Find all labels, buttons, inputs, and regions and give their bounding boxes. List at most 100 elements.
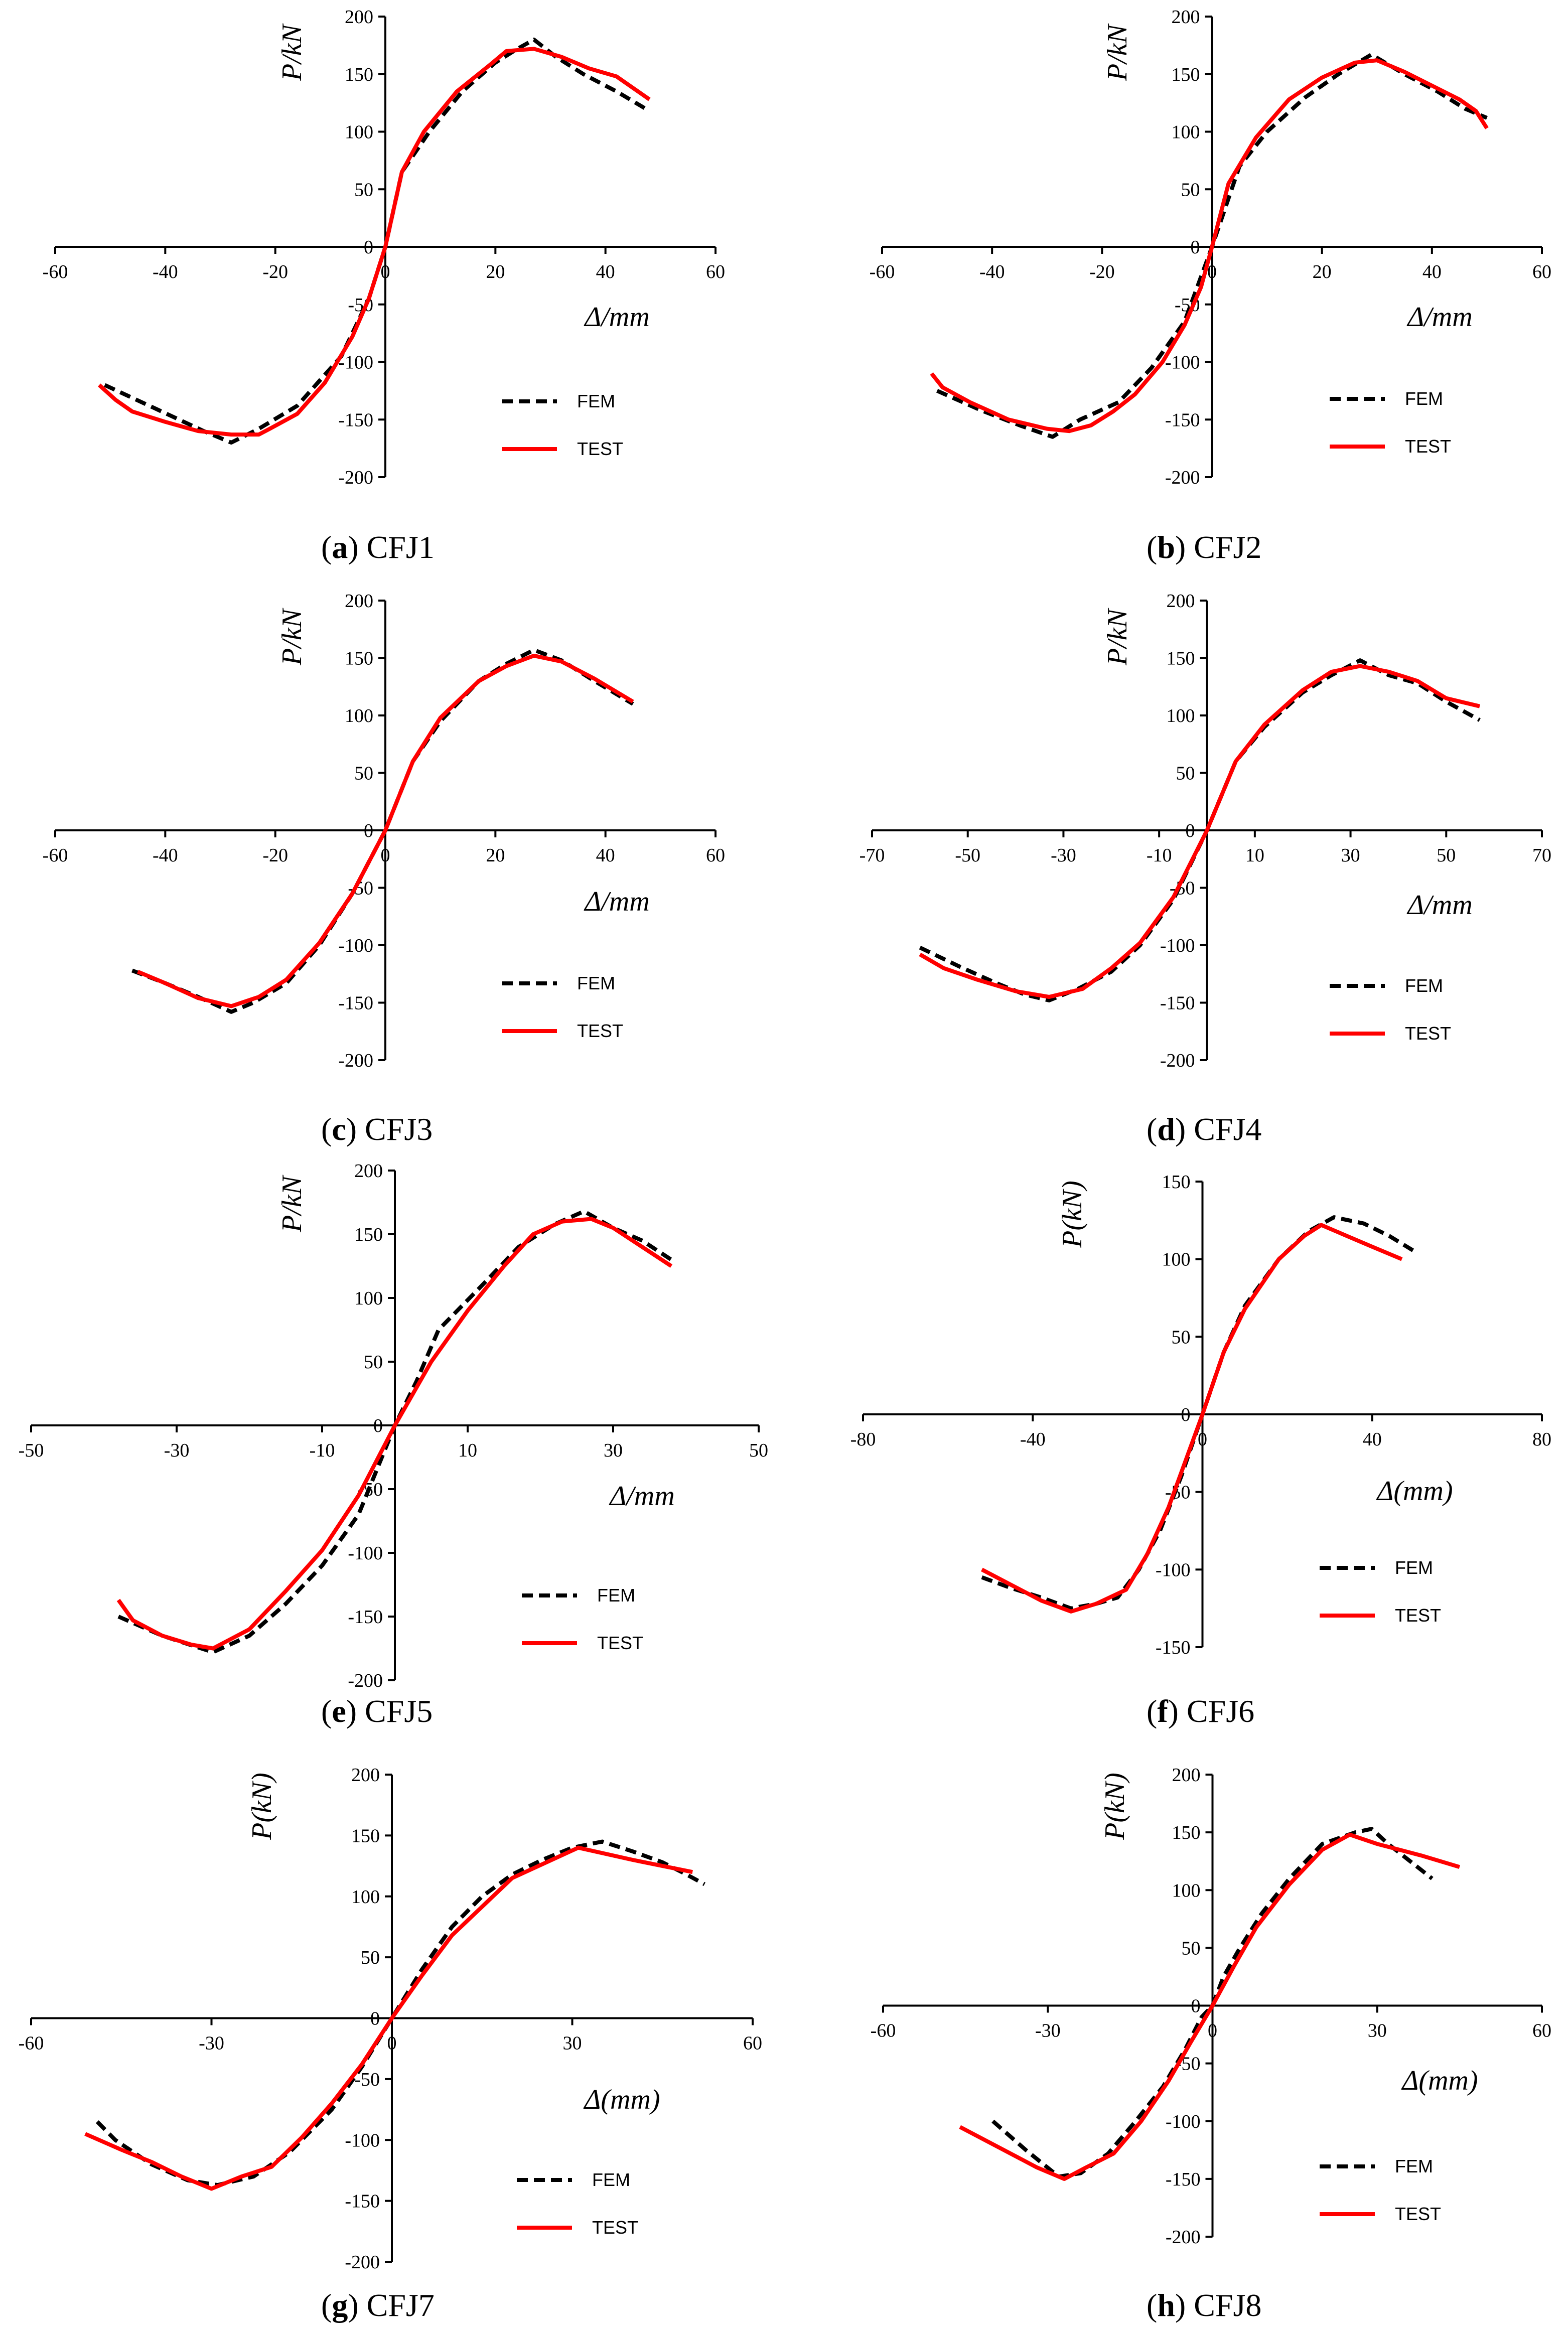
x-tick-label: 40	[596, 845, 615, 866]
x-axis-label: Δ/mm	[584, 302, 649, 333]
series-line-test	[84, 1845, 693, 2191]
y-tick-label: 100	[1162, 1249, 1191, 1270]
chart-panel-e: -50 -30 -10 10 30 50-200-150-100-500501001502…	[19, 1160, 768, 1729]
x-tick-label: -60	[871, 2020, 896, 2042]
y-tick-label: 0	[370, 2008, 380, 2029]
y-tick-label: 50	[354, 763, 373, 784]
legend: FEM TEST	[502, 973, 623, 1041]
x-tick-label: 60	[706, 845, 725, 866]
chart-panel-c: -60 -40 -20 0 20 40 60-200-150-100-50050100150…	[43, 591, 725, 1147]
y-tick-label: 0	[364, 237, 373, 258]
x-tick-label: -10	[1147, 845, 1172, 866]
x-tick-label: 40	[1422, 261, 1442, 282]
y-tick-label: -100	[338, 352, 373, 373]
y-axis-label: P/kN	[276, 1175, 308, 1233]
x-tick-label: 30	[604, 1440, 623, 1461]
y-tick-label: -150	[1156, 1637, 1191, 1658]
series-line-fem	[104, 37, 651, 445]
y-axis-label: P(kN)	[246, 1773, 277, 1840]
y-tick-label: -150	[345, 2191, 380, 2212]
y-tick-label: 50	[1176, 763, 1195, 784]
x-tick-label: -20	[262, 261, 288, 282]
y-tick-label: 150	[1167, 648, 1195, 669]
panel-caption: (b) CFJ2	[1147, 529, 1261, 565]
y-tick-label: 150	[345, 648, 373, 669]
y-tick-label: 50	[361, 1947, 380, 1968]
y-tick-label: 50	[1181, 179, 1200, 200]
y-tick-label: -150	[1165, 409, 1200, 430]
x-tick-label: -30	[164, 1440, 190, 1461]
panel-caption: (f) CFJ6	[1147, 1693, 1254, 1729]
x-tick-label: 10	[458, 1440, 477, 1461]
y-tick-label: 100	[1167, 705, 1195, 726]
y-tick-label: 50	[1182, 1938, 1201, 1959]
y-axis-label: P/kN	[276, 608, 308, 666]
x-tick-label: -80	[850, 1429, 876, 1450]
y-tick-label: 0	[1181, 1404, 1191, 1425]
x-tick-label: 80	[1532, 1429, 1551, 1450]
x-tick-label: 0	[1198, 1429, 1207, 1450]
x-axis-label: Δ(mm)	[1376, 1476, 1453, 1507]
y-tick-label: 200	[1167, 591, 1195, 612]
y-tick-label: 50	[1172, 1327, 1191, 1348]
y-tick-label: 150	[1162, 1172, 1191, 1193]
y-tick-label: 200	[1172, 1765, 1201, 1786]
y-tick-label: 100	[354, 1288, 383, 1309]
x-tick-label: -30	[1035, 2020, 1061, 2042]
x-tick-label: -60	[43, 261, 68, 282]
series-line-test	[959, 1832, 1461, 2181]
x-tick-label: 60	[743, 2033, 762, 2054]
y-tick-label: 200	[345, 591, 373, 612]
x-tick-label: 60	[1532, 261, 1551, 282]
y-axis-label: P/kN	[1102, 23, 1133, 81]
x-tick-label: -20	[1089, 261, 1115, 282]
y-tick-label: 0	[364, 820, 373, 841]
x-tick-label: -40	[979, 261, 1005, 282]
y-tick-label: 200	[345, 7, 373, 28]
x-tick-label: 40	[596, 261, 615, 282]
legend: FEM TEST	[502, 391, 623, 459]
y-axis-label: P/kN	[1102, 608, 1133, 666]
x-tick-label: -30	[199, 2033, 224, 2054]
legend-label-fem: FEM	[1395, 1557, 1433, 1578]
y-tick-label: -100	[1156, 1559, 1191, 1580]
x-tick-label: 0	[387, 2033, 397, 2054]
series-line-test	[980, 1223, 1403, 1614]
y-tick-label: -200	[345, 2252, 380, 2273]
series-line-test	[136, 653, 634, 1008]
y-tick-label: 50	[354, 179, 373, 200]
legend-label-fem: FEM	[1405, 975, 1443, 996]
x-axis-label: Δ(mm)	[583, 2084, 660, 2115]
legend: FEM TEST	[1330, 388, 1451, 457]
legend-label-fem: FEM	[577, 973, 615, 993]
y-tick-label: 100	[1172, 1880, 1201, 1901]
x-tick-label: 20	[1313, 261, 1332, 282]
y-tick-label: 150	[345, 64, 373, 85]
y-axis-label: P(kN)	[1099, 1773, 1130, 1840]
y-tick-label: 100	[351, 1886, 380, 1908]
legend-label-test: TEST	[1405, 1023, 1451, 1044]
y-tick-label: -200	[1160, 1050, 1195, 1071]
x-tick-label: -40	[153, 261, 178, 282]
legend: FEM TEST	[1320, 2156, 1441, 2224]
y-tick-label: 150	[354, 1224, 383, 1245]
x-tick-label: -10	[310, 1440, 335, 1461]
x-axis-label: Δ/mm	[609, 1481, 674, 1512]
legend-label-fem: FEM	[597, 1585, 635, 1606]
y-tick-label: -200	[338, 1050, 373, 1071]
x-tick-label: -60	[43, 845, 68, 866]
y-tick-label: 100	[1172, 122, 1200, 143]
series-line-fem	[936, 52, 1488, 439]
y-tick-label: 0	[373, 1415, 383, 1436]
series-line-fem	[117, 1209, 673, 1655]
x-tick-label: 60	[1532, 2020, 1551, 2042]
y-tick-label: -100	[1160, 935, 1195, 956]
y-tick-label: 50	[364, 1352, 383, 1373]
y-tick-label: -150	[338, 409, 373, 430]
y-tick-label: 200	[1172, 7, 1200, 28]
x-tick-label: 10	[1245, 845, 1264, 866]
chart-panel-a: -60 -40 -20 0 20 40 60-200-150-100-50050100150…	[43, 7, 725, 565]
legend-label-test: TEST	[577, 439, 623, 459]
y-tick-label: -100	[1166, 2111, 1201, 2132]
